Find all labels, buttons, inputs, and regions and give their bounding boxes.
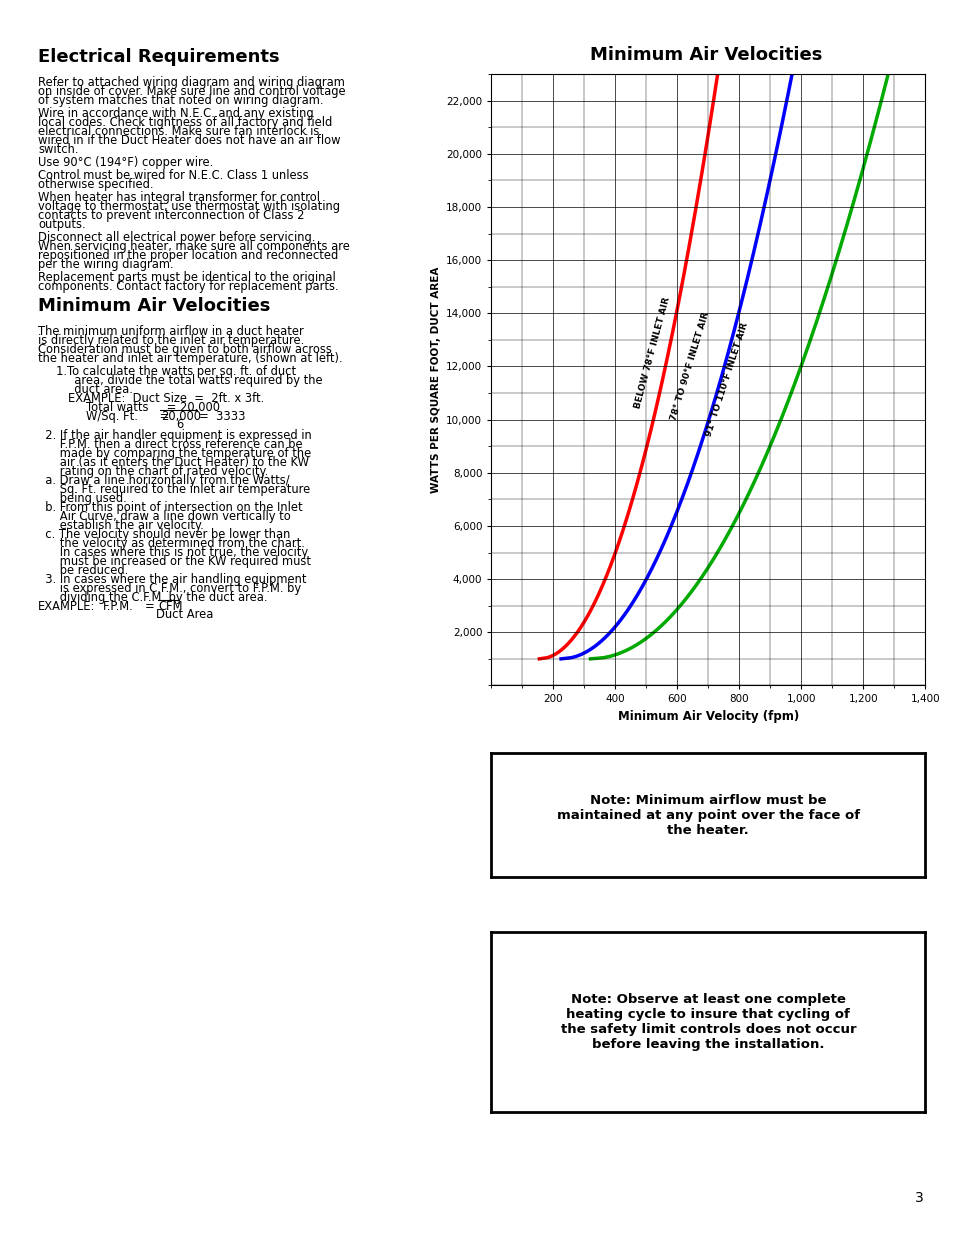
Text: F.P.M.: F.P.M.: [103, 600, 133, 613]
Text: The minimum uniform airflow in a duct heater: The minimum uniform airflow in a duct he…: [38, 325, 303, 338]
Text: Disconnect all electrical power before servicing.: Disconnect all electrical power before s…: [38, 231, 315, 245]
Text: EXAMPLE:: EXAMPLE:: [38, 600, 95, 613]
Text: outputs.: outputs.: [38, 219, 86, 231]
Text: the velocity as determined from the chart.: the velocity as determined from the char…: [38, 537, 305, 550]
Text: Sq. Ft. required to the inlet air temperature: Sq. Ft. required to the inlet air temper…: [38, 483, 310, 496]
Text: EXAMPLE:  Duct Size  =  2ft. x 3ft.: EXAMPLE: Duct Size = 2ft. x 3ft.: [68, 391, 264, 405]
Y-axis label: WATTS PER SQUARE FOOT, DUCT AREA: WATTS PER SQUARE FOOT, DUCT AREA: [430, 267, 440, 493]
Text: on inside of cover. Make sure line and control voltage: on inside of cover. Make sure line and c…: [38, 85, 345, 98]
Text: Note: Minimum airflow must be
maintained at any point over the face of
the heate: Note: Minimum airflow must be maintained…: [557, 794, 859, 836]
Text: wired in if the Duct Heater does not have an air flow: wired in if the Duct Heater does not hav…: [38, 135, 340, 147]
Text: 3: 3: [914, 1191, 923, 1205]
Text: area, divide the total watts required by the: area, divide the total watts required by…: [38, 374, 322, 387]
Text: is directly related to the inlet air temperature.: is directly related to the inlet air tem…: [38, 333, 304, 347]
Text: Control must be wired for N.E.C. Class 1 unless: Control must be wired for N.E.C. Class 1…: [38, 169, 309, 182]
Text: 2. If the air handler equipment is expressed in: 2. If the air handler equipment is expre…: [38, 429, 312, 442]
Text: dividing the C.F.M. by the duct area.: dividing the C.F.M. by the duct area.: [38, 592, 267, 604]
Text: components. Contact factory for replacement parts.: components. Contact factory for replacem…: [38, 280, 338, 293]
Text: =  3333: = 3333: [199, 410, 245, 424]
Text: In cases where this is not true, the velocity: In cases where this is not true, the vel…: [38, 546, 308, 559]
Text: BELOW 78°F INLET AIR: BELOW 78°F INLET AIR: [633, 296, 671, 410]
Text: voltage to thermostat, use thermostat with isolating: voltage to thermostat, use thermostat wi…: [38, 200, 339, 212]
Text: must be increased or the KW required must: must be increased or the KW required mus…: [38, 555, 311, 568]
Text: When servicing heater, make sure all components are: When servicing heater, make sure all com…: [38, 240, 350, 253]
Text: Total watts     = 20,000: Total watts = 20,000: [86, 401, 220, 414]
Text: repositioned in the proper location and reconnected: repositioned in the proper location and …: [38, 249, 338, 262]
Text: rating on the chart of rated velocity.: rating on the chart of rated velocity.: [38, 466, 268, 478]
Text: electrical connections. Make sure fan interlock is: electrical connections. Make sure fan in…: [38, 125, 319, 138]
Text: Duct Area: Duct Area: [156, 608, 213, 621]
Text: contacts to prevent interconnection of Class 2: contacts to prevent interconnection of C…: [38, 209, 304, 222]
Text: being used.: being used.: [38, 492, 127, 505]
Text: 91° TO 110°F INLET AIR: 91° TO 110°F INLET AIR: [703, 321, 749, 438]
Text: duct area.: duct area.: [38, 383, 132, 396]
Text: When heater has integral transformer for control: When heater has integral transformer for…: [38, 191, 319, 204]
Text: =: =: [145, 600, 154, 613]
Text: a. Draw a line horizontally from the Watts/: a. Draw a line horizontally from the Wat…: [38, 474, 290, 487]
Text: 6: 6: [175, 417, 183, 431]
Text: Use 90°C (194°F) copper wire.: Use 90°C (194°F) copper wire.: [38, 156, 213, 169]
Text: local codes. Check tightness of all factory and field: local codes. Check tightness of all fact…: [38, 116, 332, 128]
Text: per the wiring diagram.: per the wiring diagram.: [38, 258, 173, 270]
Text: is expressed in C.F.M., convert to F.P.M. by: is expressed in C.F.M., convert to F.P.M…: [38, 582, 301, 595]
Text: switch.: switch.: [38, 143, 78, 156]
Text: otherwise specified.: otherwise specified.: [38, 178, 153, 191]
Text: Wire in accordance with N.E.C. and any existing: Wire in accordance with N.E.C. and any e…: [38, 107, 314, 120]
Text: 3. In cases where the air handling equipment: 3. In cases where the air handling equip…: [38, 573, 306, 585]
Text: Consideration must be given to both airflow across: Consideration must be given to both airf…: [38, 343, 332, 356]
Text: made by comparing the temperature of the: made by comparing the temperature of the: [38, 447, 311, 459]
Text: Air Curve, draw a line down vertically to: Air Curve, draw a line down vertically t…: [38, 510, 291, 522]
Text: b. From this point of intersection on the Inlet: b. From this point of intersection on th…: [38, 501, 302, 514]
Text: Minimum Air Velocities: Minimum Air Velocities: [38, 296, 270, 315]
Text: 20,000: 20,000: [161, 410, 201, 424]
Text: 78° TO 90°F INLET AIR: 78° TO 90°F INLET AIR: [668, 311, 710, 422]
Text: Refer to attached wiring diagram and wiring diagram: Refer to attached wiring diagram and wir…: [38, 77, 345, 89]
Text: establish the air velocity.: establish the air velocity.: [38, 519, 204, 532]
Text: 1.To calculate the watts per sq. ft. of duct: 1.To calculate the watts per sq. ft. of …: [38, 366, 295, 378]
Text: air (as it enters the Duct Heater) to the KW: air (as it enters the Duct Heater) to th…: [38, 456, 309, 469]
Text: be reduced.: be reduced.: [38, 564, 128, 577]
Text: CFM: CFM: [158, 600, 182, 613]
Text: W/Sq. Ft.      =: W/Sq. Ft. =: [86, 410, 170, 424]
X-axis label: Minimum Air Velocity (fpm): Minimum Air Velocity (fpm): [618, 710, 798, 722]
Text: F.P.M. then a direct cross reference can be: F.P.M. then a direct cross reference can…: [38, 438, 302, 451]
Text: of system matches that noted on wiring diagram.: of system matches that noted on wiring d…: [38, 94, 323, 107]
Text: the heater and inlet air temperature, (shown at left).: the heater and inlet air temperature, (s…: [38, 352, 342, 366]
Text: Replacement parts must be identical to the original: Replacement parts must be identical to t…: [38, 270, 335, 284]
Text: Note: Observe at least one complete
heating cycle to insure that cycling of
the : Note: Observe at least one complete heat…: [560, 993, 855, 1051]
Text: c. The velocity should never be lower than: c. The velocity should never be lower th…: [38, 529, 290, 541]
Text: Minimum Air Velocities: Minimum Air Velocities: [589, 46, 821, 64]
Text: Electrical Requirements: Electrical Requirements: [38, 48, 279, 65]
